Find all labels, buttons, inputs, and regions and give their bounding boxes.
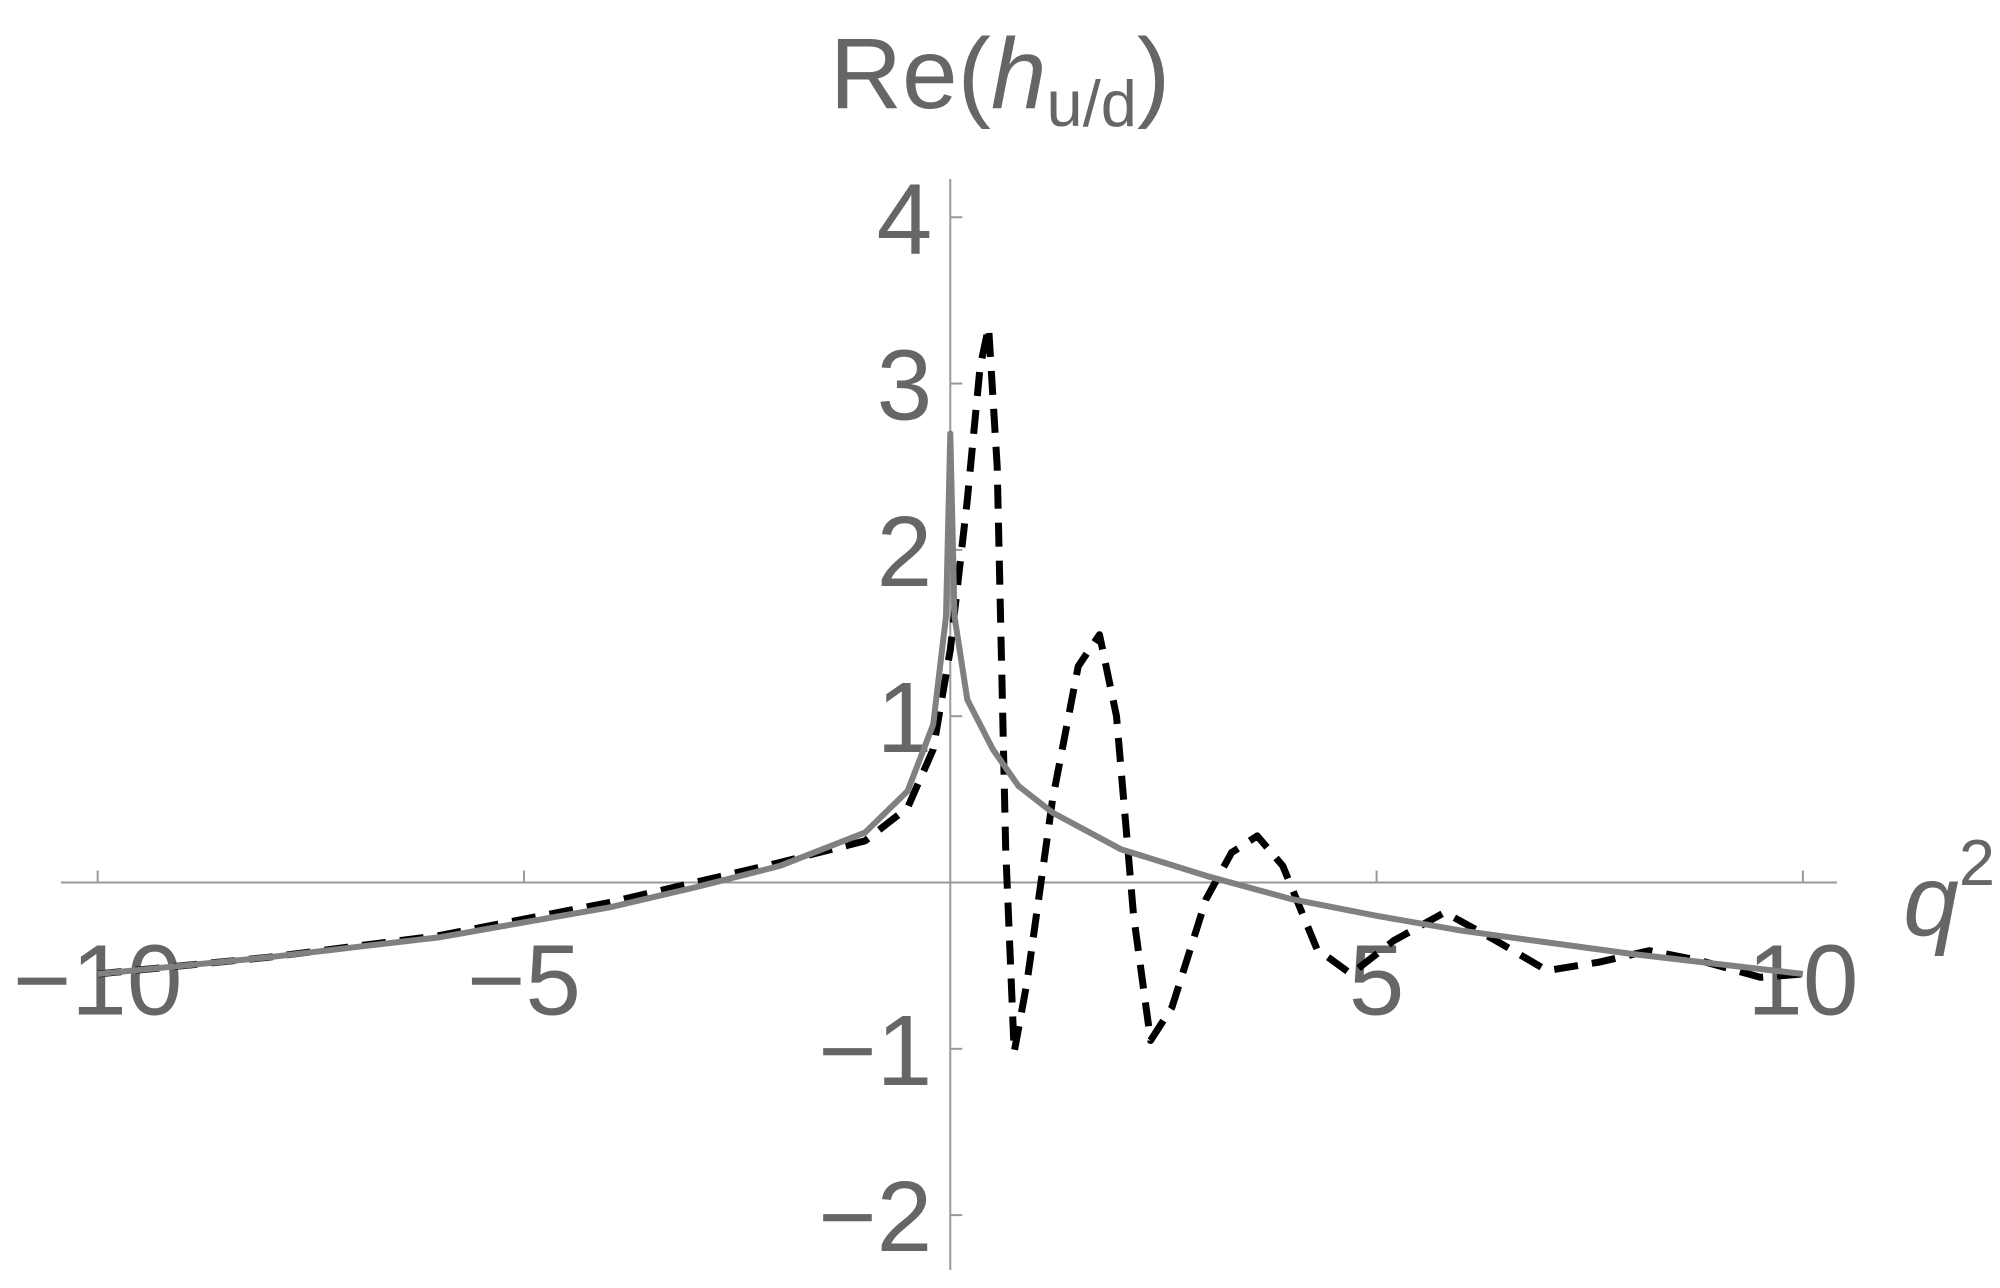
- x-label-var: q: [1903, 845, 1959, 957]
- y-axis-label: Re(hu/d): [830, 18, 1170, 140]
- y-label-part: ): [1137, 18, 1170, 130]
- series-line: [97, 430, 1804, 977]
- y-tick-label: 3: [877, 330, 933, 442]
- x-tick-label: −5: [467, 924, 581, 1036]
- y-label-var: h: [991, 18, 1047, 130]
- x-tick-label: 10: [1747, 924, 1858, 1036]
- y-label-sub: u/d: [1047, 67, 1137, 140]
- y-tick-label: −2: [818, 1161, 932, 1273]
- series-line: [97, 323, 1804, 1056]
- x-tick-label: −10: [13, 924, 183, 1036]
- x-axis-label: q2: [1903, 826, 1995, 957]
- y-tick-label: −1: [818, 995, 932, 1107]
- y-tick-label: 2: [877, 496, 933, 608]
- x-label-sup: 2: [1959, 826, 1995, 899]
- y-tick-label: 4: [877, 163, 933, 275]
- y-label-part: Re(: [830, 18, 991, 130]
- y-tick-label: 1: [877, 662, 933, 774]
